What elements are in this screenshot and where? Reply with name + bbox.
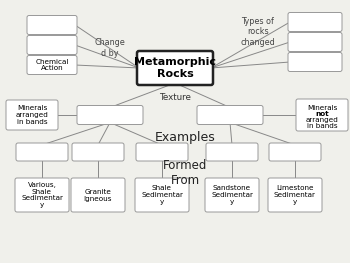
- FancyBboxPatch shape: [288, 33, 342, 52]
- Text: Limestone
Sedimentar
y: Limestone Sedimentar y: [274, 185, 316, 205]
- FancyBboxPatch shape: [6, 100, 58, 130]
- Text: Metamorphic
Rocks: Metamorphic Rocks: [134, 57, 216, 79]
- Text: not: not: [315, 111, 329, 117]
- FancyBboxPatch shape: [16, 143, 68, 161]
- Text: Granite
Igneous: Granite Igneous: [84, 189, 112, 201]
- Text: Minerals
arranged
in bands: Minerals arranged in bands: [15, 105, 48, 125]
- FancyBboxPatch shape: [205, 178, 259, 212]
- FancyBboxPatch shape: [136, 143, 188, 161]
- FancyBboxPatch shape: [72, 143, 124, 161]
- FancyBboxPatch shape: [27, 36, 77, 54]
- FancyBboxPatch shape: [135, 178, 189, 212]
- FancyBboxPatch shape: [77, 105, 143, 124]
- Text: Texture: Texture: [159, 94, 191, 103]
- FancyBboxPatch shape: [197, 105, 263, 124]
- FancyBboxPatch shape: [288, 53, 342, 72]
- FancyBboxPatch shape: [27, 55, 77, 74]
- Text: Shale
Sedimentar
y: Shale Sedimentar y: [141, 185, 183, 205]
- FancyBboxPatch shape: [268, 178, 322, 212]
- Text: arranged: arranged: [306, 117, 338, 123]
- FancyBboxPatch shape: [269, 143, 321, 161]
- Text: in bands: in bands: [307, 123, 337, 129]
- Text: Types of
rocks
changed: Types of rocks changed: [241, 17, 275, 47]
- Text: Sandstone
Sedimentar
y: Sandstone Sedimentar y: [211, 185, 253, 205]
- Text: Chemical
Action: Chemical Action: [35, 58, 69, 72]
- FancyBboxPatch shape: [15, 178, 69, 212]
- Text: Change
d by: Change d by: [94, 38, 125, 58]
- Text: Formed
From: Formed From: [163, 159, 207, 187]
- Text: Various,
Shale
Sedimentar
y: Various, Shale Sedimentar y: [21, 181, 63, 209]
- FancyBboxPatch shape: [288, 13, 342, 32]
- FancyBboxPatch shape: [27, 16, 77, 34]
- FancyBboxPatch shape: [137, 51, 213, 85]
- FancyBboxPatch shape: [71, 178, 125, 212]
- FancyBboxPatch shape: [296, 99, 348, 131]
- Text: Minerals: Minerals: [307, 105, 337, 111]
- FancyBboxPatch shape: [206, 143, 258, 161]
- Text: Examples: Examples: [155, 132, 215, 144]
